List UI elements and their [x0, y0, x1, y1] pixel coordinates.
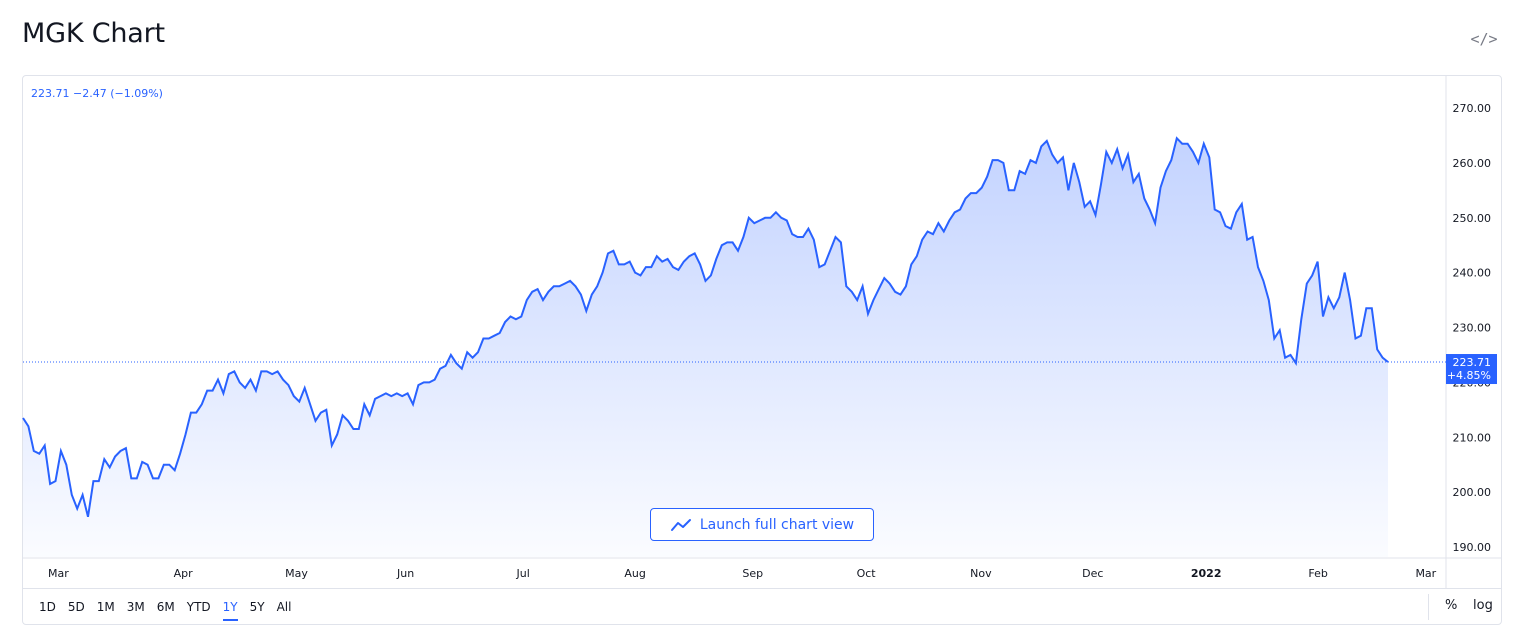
launch-full-chart-button[interactable]: Launch full chart view — [650, 508, 874, 541]
time-tick-label: Mar — [48, 567, 69, 580]
range-3m[interactable]: 3M — [126, 600, 145, 614]
time-tick-label: Sep — [742, 567, 763, 580]
last-price-change: +4.85% — [1447, 369, 1491, 382]
range-1m[interactable]: 1M — [96, 600, 115, 614]
legend-change-pct: (−1.09%) — [110, 87, 163, 100]
time-tick-label: Oct — [857, 567, 877, 580]
last-price-badge — [1446, 354, 1497, 385]
time-axis: Mar Apr May Jun Jul Aug Sep Oct Nov Dec 2022 Feb Mar — [48, 567, 1437, 580]
price-tick-label: 240.00 — [1453, 267, 1492, 280]
time-tick-label: Dec — [1082, 567, 1103, 580]
time-tick-label: May — [285, 567, 308, 580]
price-legend: 223.71 −2.47 (−1.09%) — [31, 87, 163, 100]
range-1y[interactable]: 1Y — [217, 597, 244, 621]
price-axis: 270.00260.00250.00240.00230.00220.00210.… — [1453, 102, 1492, 554]
last-price-label: 223.71+4.85% — [1446, 354, 1497, 385]
time-tick-label: 2022 — [1191, 567, 1222, 580]
range-ytd[interactable]: YTD — [186, 600, 211, 614]
toolbar-divider — [1428, 594, 1429, 620]
page-title: MGK Chart — [22, 18, 165, 49]
launch-button-label: Launch full chart view — [699, 516, 855, 533]
price-tick-label: 200.00 — [1453, 486, 1492, 499]
time-range-bar: 1D 5D 1M 3M 6M YTD 1Y 5Y All — [33, 597, 297, 621]
last-price-value: 223.71 — [1453, 356, 1492, 369]
legend-price: 223.71 — [31, 87, 70, 100]
time-tick-label: Apr — [174, 567, 194, 580]
range-5y[interactable]: 5Y — [249, 600, 265, 614]
trend-line-icon — [670, 518, 691, 531]
toolbar-separator — [23, 588, 1501, 589]
range-5d[interactable]: 5D — [67, 600, 85, 614]
price-tick-label: 210.00 — [1453, 431, 1492, 444]
time-tick-label: Aug — [624, 567, 645, 580]
time-tick-label: Jul — [516, 567, 530, 580]
price-area — [23, 138, 1388, 557]
log-scale-toggle[interactable]: log — [1473, 598, 1493, 613]
price-tick-label: 260.00 — [1453, 157, 1492, 170]
price-tick-label: 270.00 — [1453, 102, 1492, 115]
time-tick-label: Mar — [1415, 567, 1436, 580]
legend-change: −2.47 — [73, 87, 107, 100]
chart-frame — [22, 75, 1502, 625]
code-icon[interactable]: </> — [1470, 30, 1498, 48]
range-6m[interactable]: 6M — [156, 600, 175, 614]
range-all[interactable]: All — [276, 600, 292, 614]
percent-scale-toggle[interactable]: % — [1445, 598, 1458, 613]
price-line — [22, 136, 1389, 518]
time-tick-label: Feb — [1308, 567, 1327, 580]
price-tick-label: 250.00 — [1453, 212, 1492, 225]
time-tick-label: Jun — [396, 567, 414, 580]
range-1d[interactable]: 1D — [39, 600, 56, 614]
price-tick-label: 190.00 — [1453, 541, 1492, 554]
time-tick-label: Nov — [970, 567, 992, 580]
price-tick-label: 230.00 — [1453, 322, 1492, 335]
